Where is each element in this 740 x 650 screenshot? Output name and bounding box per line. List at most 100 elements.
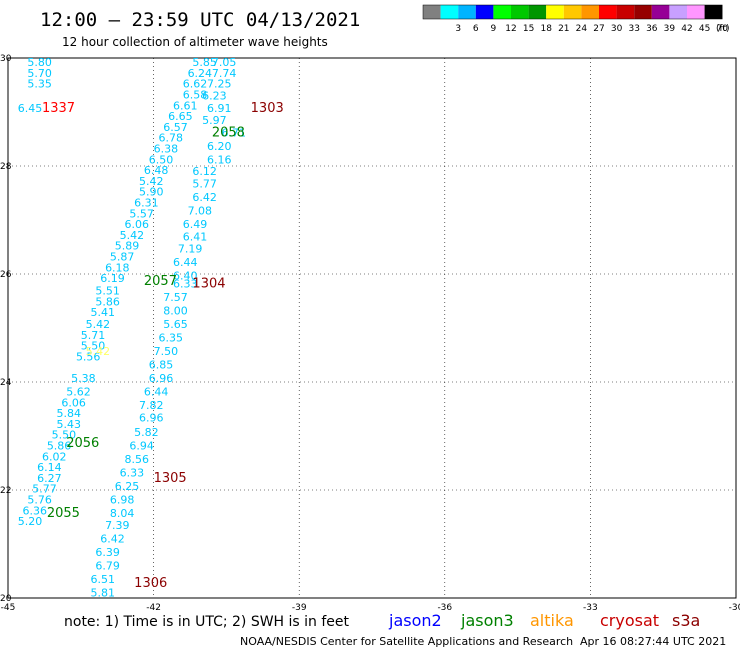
swh-value: 5.86 (95, 295, 120, 308)
scale-label: 33 (628, 24, 639, 34)
swh-value: 5.50 (52, 429, 77, 442)
swh-value: 6.71 (222, 126, 247, 139)
swh-value: 6.57 (163, 121, 188, 134)
swh-value: 5.81 (91, 586, 116, 599)
scale-label: 30 (611, 24, 623, 34)
scale-swatch (458, 5, 476, 19)
swh-value: 5.41 (91, 306, 116, 319)
swh-value: 6.33 (120, 467, 145, 480)
pass-labels: 2058 2057 2056 2055 1337 1303 1304 1305 1306 (42, 101, 284, 591)
swh-value: 5.85 (192, 56, 217, 69)
pass-label: 2057 (144, 274, 177, 289)
swh-value: 6.02 (42, 450, 66, 463)
plot-area: -45 -42 -39 -36 -33 -30 20 22 24 26 28 30 7.057.74… (0, 54, 740, 613)
scale-label: 12 (505, 24, 516, 34)
swh-value: 6.58 (183, 89, 208, 102)
swh-value: 6.49 (183, 218, 208, 231)
swh-value: 6.14 (37, 461, 62, 474)
scale-label: 18 (540, 24, 552, 34)
y-tick-label: 30 (0, 54, 12, 64)
swh-value: 5.87 (110, 251, 135, 264)
scale-label: 9 (491, 24, 497, 34)
swh-value: 5.62 (66, 386, 91, 399)
swh-value: 6.06 (124, 218, 149, 231)
swh-value: 5.50 (81, 340, 106, 353)
y-axis-ticks: 20 22 24 26 28 30 (0, 54, 12, 604)
swh-value: 5.84 (57, 407, 82, 420)
swh-value: 6.38 (154, 143, 179, 156)
swh-value: 6.85 (149, 359, 174, 372)
scale-swatch (475, 5, 494, 19)
mission-jason2: jason2 (388, 611, 442, 630)
swh-value: 8.04 (110, 507, 135, 520)
footer-timestamp: Apr 16 08:27:44 UTC 2021 (580, 635, 726, 648)
x-tick-label: -42 (146, 603, 161, 613)
scale-swatch (493, 5, 511, 19)
swh-value: 6.33 (173, 278, 198, 291)
x-tick-label: -33 (583, 603, 598, 613)
swh-value: 6.36 (23, 504, 47, 517)
swh-value: 5.97 (202, 114, 227, 127)
scale-swatch (511, 5, 529, 19)
pass-label: 1303 (251, 101, 284, 116)
swh-value: 6.42 (100, 532, 125, 545)
swh-value: 5.35 (27, 78, 52, 91)
swh-value: 6.18 (105, 261, 130, 274)
swh-value: 7.82 (139, 399, 164, 412)
swh-value: 7.50 (154, 345, 179, 358)
swh-observations: 7.057.747.256.236.915.976.716.206.166.12… (18, 56, 246, 599)
swh-value: 7.08 (188, 205, 213, 218)
y-tick-label: 26 (0, 270, 12, 280)
swh-value: 6.45 (18, 102, 42, 115)
mission-jason3: jason3 (460, 611, 514, 630)
scale-swatch (616, 5, 635, 19)
swh-value: 5.56 (76, 350, 101, 363)
x-axis-ticks: -45 -42 -39 -36 -33 -30 (1, 603, 740, 613)
swh-value: 7.74 (212, 67, 237, 80)
swh-value: 5.89 (115, 240, 140, 253)
scale-frame (422, 4, 723, 20)
pass-label: 1305 (154, 471, 187, 486)
swh-value: 5.70 (27, 67, 52, 80)
scale-label: 70 (716, 24, 728, 34)
scale-swatch (581, 5, 599, 19)
x-tick-label: -39 (292, 603, 307, 613)
swh-value: 5.82 (134, 426, 159, 439)
scale-label: 3 (455, 24, 461, 34)
swh-value: 6.61 (173, 99, 198, 112)
swh-value: 5.20 (18, 515, 42, 528)
swh-value: 6.44 (144, 386, 169, 399)
swh-value-highlight: 5.42 (86, 345, 111, 358)
swh-value: 6.06 (61, 396, 86, 409)
swh-value: 5.77 (32, 483, 57, 496)
pass-label: 1337 (42, 101, 75, 116)
swh-value: 6.42 (192, 191, 217, 204)
swh-value: 6.23 (202, 90, 227, 103)
scale-label: 27 (593, 24, 604, 34)
grid-lines (8, 58, 736, 598)
scale-swatch (669, 5, 687, 19)
x-tick-label: -45 (1, 603, 16, 613)
swh-value: 6.96 (149, 372, 174, 385)
pass-label: 2055 (47, 506, 80, 521)
mission-altika: altika (530, 611, 574, 630)
swh-value: 6.94 (129, 440, 154, 453)
scale-swatch (546, 5, 564, 19)
swh-value: 5.90 (139, 186, 164, 199)
mission-cryosat: cryosat (600, 611, 659, 630)
swh-value: 6.39 (95, 546, 120, 559)
footer-note: note: 1) Time is in UTC; 2) SWH is in fe… (64, 614, 350, 630)
scale-label: 45 (699, 24, 710, 34)
swh-value: 5.42 (120, 229, 145, 242)
scale-swatch (599, 5, 617, 19)
swh-value: 5.86 (47, 440, 72, 453)
scale-label: 21 (558, 24, 569, 34)
swh-value: 5.57 (129, 207, 154, 220)
swh-value: 7.19 (178, 242, 203, 255)
x-tick-label: -36 (437, 603, 452, 613)
swh-value: 6.91 (207, 102, 232, 115)
y-tick-label: 28 (0, 162, 12, 172)
swh-value: 7.39 (105, 519, 130, 532)
swh-value: 6.78 (158, 132, 183, 145)
swh-value: 5.80 (27, 56, 52, 69)
